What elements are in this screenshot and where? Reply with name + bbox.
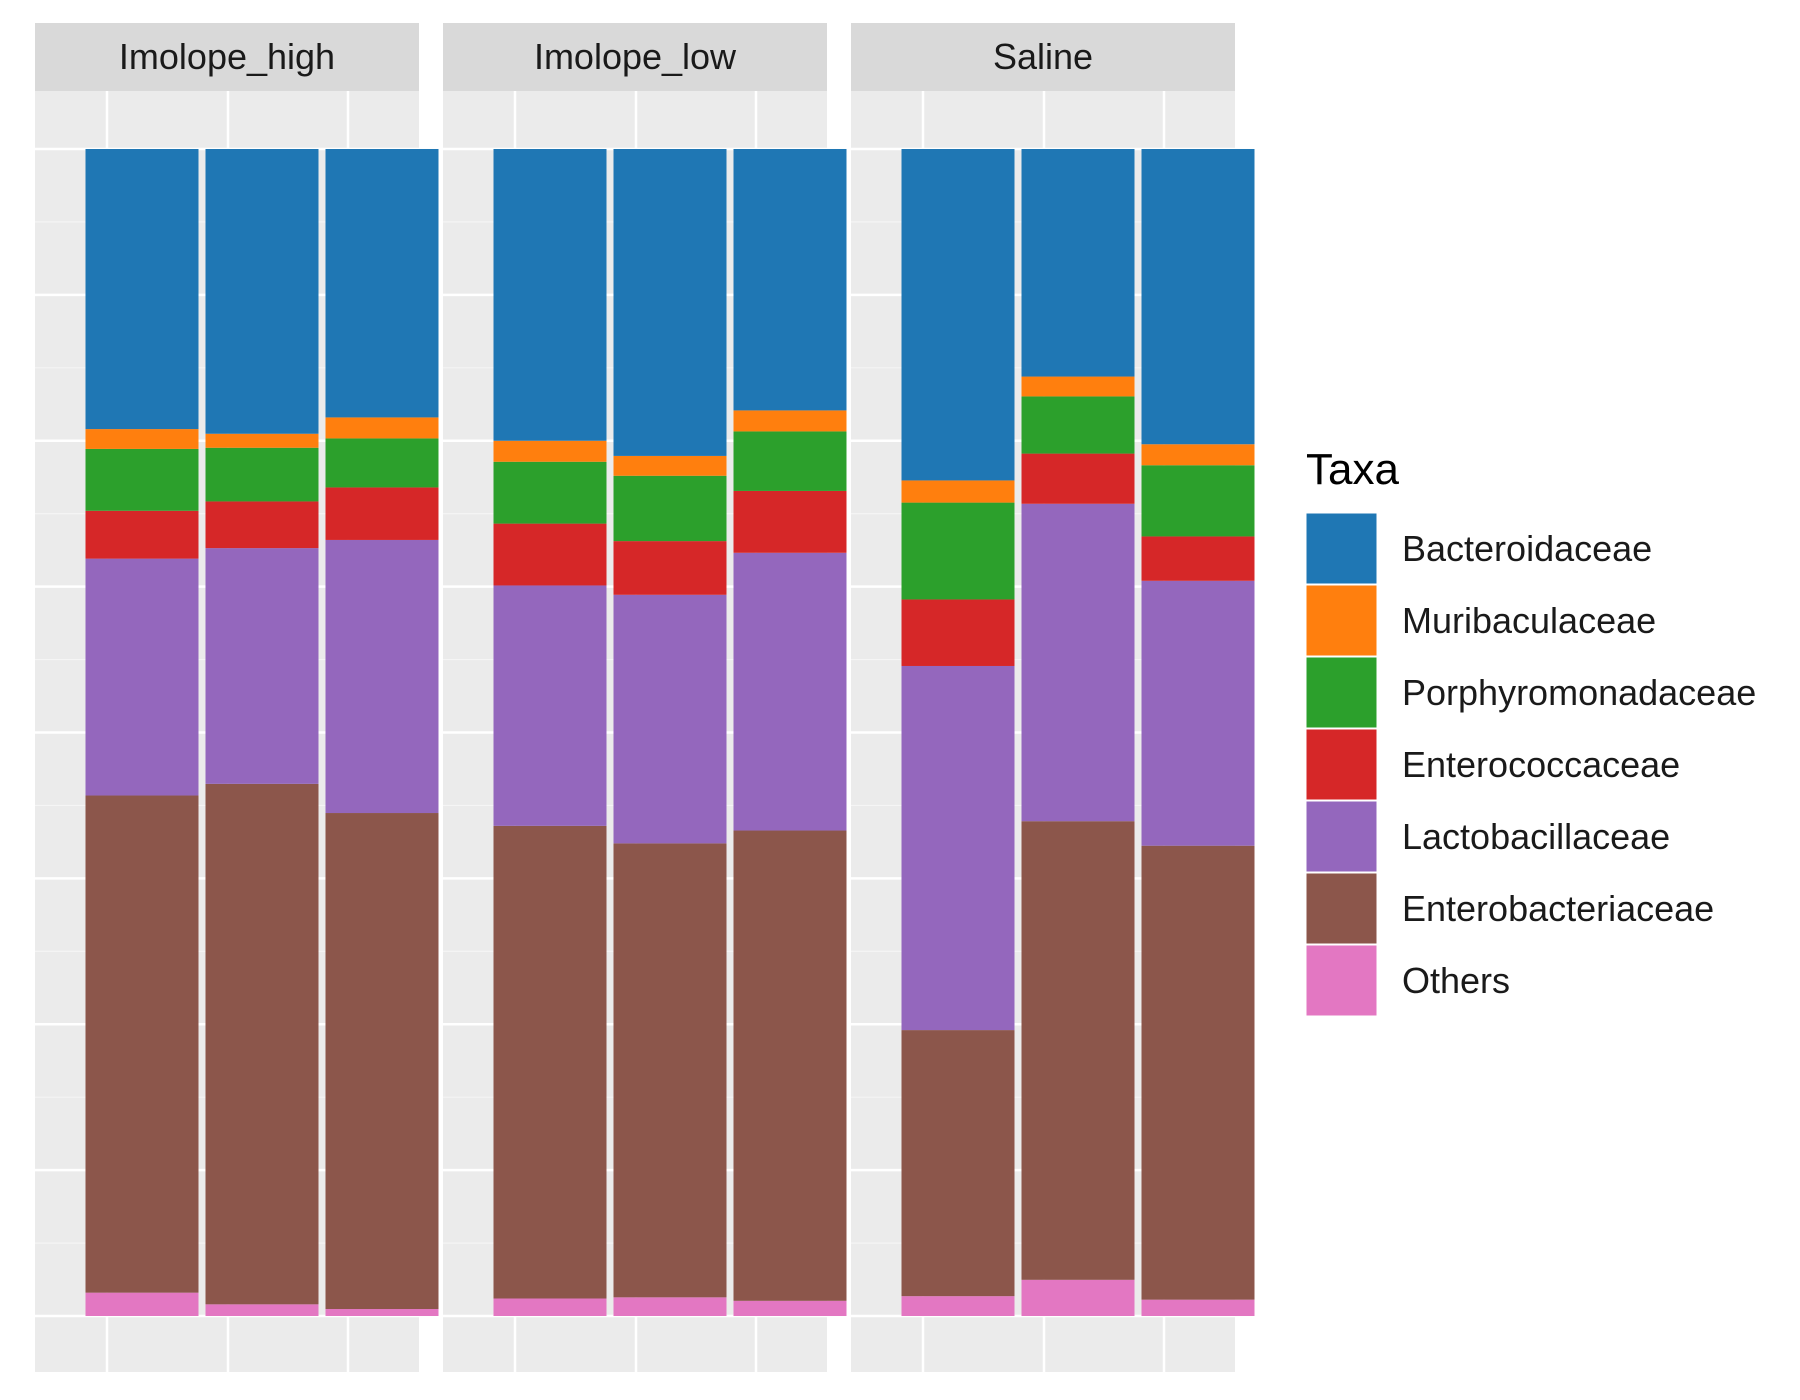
- bar-segment-porphyromonadaceae: [205, 447, 319, 502]
- bar-segment-enterococcaceae: [1021, 453, 1135, 504]
- bar-segment-muribaculaceae: [733, 410, 847, 432]
- bar-segment-porphyromonadaceae: [1021, 396, 1135, 454]
- bar-segment-bacteroidaceae: [205, 149, 319, 434]
- bar-segment-muribaculaceae: [85, 429, 199, 449]
- facet-panels: Imolope_high Imolope_low Saline: [35, 23, 1255, 1372]
- bar-segment-porphyromonadaceae: [733, 431, 847, 491]
- bar-segment-porphyromonadaceae: [493, 461, 607, 524]
- legend-key: [1305, 656, 1378, 729]
- bar-segment-others: [613, 1297, 727, 1316]
- facet-strip: [851, 23, 1235, 91]
- bar-segment-bacteroidaceae: [613, 149, 727, 456]
- bar-segment-enterococcaceae: [325, 487, 439, 540]
- bar-segment-bacteroidaceae: [901, 149, 1015, 481]
- bar-segment-muribaculaceae: [1141, 444, 1255, 466]
- facet-strip: [443, 23, 827, 91]
- bar-segment-enterobacteriaceae: [613, 843, 727, 1298]
- bar-segment-bacteroidaceae: [85, 149, 199, 430]
- bar-segment-porphyromonadaceae: [901, 502, 1015, 600]
- bar-segment-muribaculaceae: [901, 480, 1015, 503]
- bar-segment-lactobacillaceae: [1141, 580, 1255, 846]
- bar-segment-enterobacteriaceae: [493, 825, 607, 1299]
- legend-label: Bacteroidaceae: [1402, 528, 1652, 569]
- legend-label: Enterococcaceae: [1402, 744, 1680, 785]
- bar-segment-others: [85, 1292, 199, 1316]
- legend-key: [1305, 944, 1378, 1017]
- bar-segment-muribaculaceae: [205, 433, 319, 448]
- legend-title: Taxa: [1306, 445, 1399, 494]
- legend-key: [1305, 584, 1378, 657]
- bar-segment-lactobacillaceae: [205, 548, 319, 784]
- legend-key: [1305, 800, 1378, 873]
- bar-segment-enterobacteriaceae: [325, 813, 439, 1309]
- bar-segment-bacteroidaceae: [733, 149, 847, 411]
- bar-segment-others: [1021, 1279, 1135, 1316]
- bar-segment-lactobacillaceae: [1021, 503, 1135, 822]
- bar-segment-enterobacteriaceae: [1141, 845, 1255, 1300]
- bar-segment-lactobacillaceae: [901, 665, 1015, 1031]
- facet-panel: Imolope_low: [443, 23, 847, 1372]
- bar-segment-muribaculaceae: [325, 417, 439, 439]
- bar-segment-porphyromonadaceae: [85, 448, 199, 511]
- legend: Taxa Bacteroidaceae Muribaculaceae Porphyr…: [1305, 445, 1756, 1017]
- bar-segment-porphyromonadaceae: [1141, 465, 1255, 537]
- facet-panel: Imolope_high: [35, 23, 439, 1372]
- bar-segment-enterobacteriaceae: [733, 830, 847, 1301]
- bar-segment-others: [325, 1308, 439, 1316]
- bar-segment-bacteroidaceae: [493, 149, 607, 441]
- bar-segment-enterobacteriaceae: [1021, 821, 1135, 1280]
- bar-segment-others: [901, 1296, 1015, 1316]
- legend-label: Lactobacillaceae: [1402, 816, 1670, 857]
- bar-segment-bacteroidaceae: [1141, 149, 1255, 445]
- bar-segment-enterobacteriaceae: [85, 795, 199, 1293]
- legend-label: Enterobacteriaceae: [1402, 888, 1714, 929]
- bar-segment-lactobacillaceae: [493, 585, 607, 826]
- facet-strip-label: Imolope_high: [119, 36, 335, 77]
- bar-segment-porphyromonadaceae: [613, 475, 727, 542]
- bar-segment-lactobacillaceae: [325, 539, 439, 814]
- bar-segment-porphyromonadaceae: [325, 438, 439, 488]
- bar-segment-lactobacillaceae: [85, 558, 199, 796]
- bar-segment-muribaculaceae: [613, 455, 727, 476]
- bar-segment-enterococcaceae: [901, 599, 1015, 666]
- bar-segment-others: [205, 1304, 319, 1316]
- legend-items: Bacteroidaceae Muribaculaceae Porphyromona…: [1305, 512, 1756, 1017]
- facet-panel: Saline: [851, 23, 1255, 1372]
- legend-key: [1305, 872, 1378, 945]
- facet-strip-label: Saline: [993, 36, 1093, 77]
- legend-label: Muribaculaceae: [1402, 600, 1656, 641]
- facet-strip-label: Imolope_low: [534, 36, 737, 77]
- bar-segment-others: [733, 1300, 847, 1316]
- bar-segment-enterococcaceae: [1141, 536, 1255, 581]
- bar-segment-enterobacteriaceae: [205, 783, 319, 1305]
- bar-segment-muribaculaceae: [493, 440, 607, 462]
- legend-key: [1305, 728, 1378, 801]
- bar-segment-enterococcaceae: [493, 523, 607, 586]
- bar-segment-others: [493, 1298, 607, 1316]
- bar-segment-others: [1141, 1299, 1255, 1316]
- legend-label: Others: [1402, 960, 1510, 1001]
- legend-key: [1305, 512, 1378, 585]
- bar-segment-enterococcaceae: [85, 510, 199, 559]
- bar-segment-enterococcaceae: [733, 490, 847, 553]
- legend-label: Porphyromonadaceae: [1402, 672, 1756, 713]
- facet-strip: [35, 23, 419, 91]
- bar-segment-bacteroidaceae: [1021, 149, 1135, 377]
- bar-segment-lactobacillaceae: [613, 594, 727, 844]
- bar-segment-muribaculaceae: [1021, 376, 1135, 397]
- bar-segment-enterococcaceae: [613, 541, 727, 595]
- bar-segment-enterobacteriaceae: [901, 1030, 1015, 1297]
- bar-segment-enterococcaceae: [205, 501, 319, 549]
- bar-segment-bacteroidaceae: [325, 149, 439, 418]
- bar-segment-lactobacillaceae: [733, 552, 847, 831]
